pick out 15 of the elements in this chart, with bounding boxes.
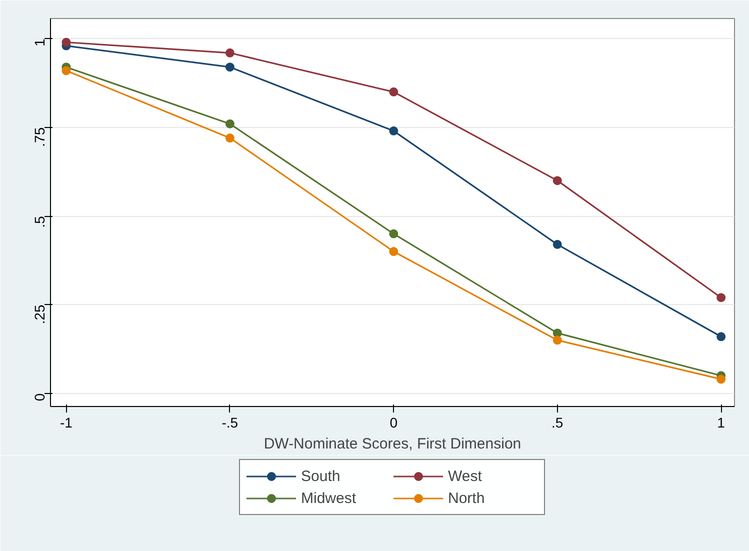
y-tick-label: .75 (32, 127, 48, 147)
y-tick-label: 1 (32, 38, 48, 46)
legend-label: North (448, 488, 486, 508)
y-tick-label: .5 (32, 216, 48, 228)
x-tick-label: -1 (60, 414, 73, 430)
legend-label: South (301, 466, 342, 486)
x-tick-label: 1 (717, 414, 726, 430)
legend-label: Midwest (301, 488, 358, 508)
x-tick-label: .5 (552, 414, 564, 430)
x-axis-title: DW-Nominate Scores, First Dimension (264, 436, 522, 452)
legend-label: West (448, 466, 483, 486)
x-tick-label: -.5 (222, 414, 238, 430)
x-tick-label: 0 (390, 414, 398, 430)
y-tick-label: 0 (32, 393, 48, 402)
y-tick-label: .25 (32, 304, 48, 324)
